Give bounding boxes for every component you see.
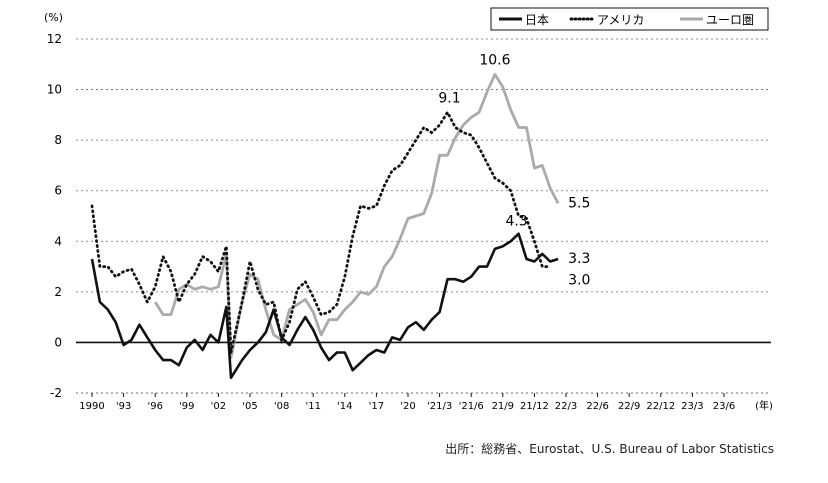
series-line-usa xyxy=(90,109,552,353)
data-label: 5.5 xyxy=(568,195,590,211)
x-tick-label: 22/9 xyxy=(618,401,640,412)
x-tick-label: 22/12 xyxy=(646,401,675,412)
x-axis: 1990 '93 '96 '99 '02 '05 '08 '11 '14 '17 '20 '21/3 '… xyxy=(76,392,773,412)
legend-label-japan: 日本 xyxy=(525,13,549,27)
y-tick-label: 0 xyxy=(54,335,62,349)
x-tick-label: '02 xyxy=(211,401,226,412)
x-tick-label: '96 xyxy=(147,401,162,412)
x-tick-label: '05 xyxy=(242,401,257,412)
data-label: 9.1 xyxy=(438,90,460,106)
data-labels: 10.6 9.1 4.3 5.5 3.3 3.0 xyxy=(438,52,590,288)
legend-box xyxy=(490,7,769,31)
data-label: 3.3 xyxy=(568,251,590,267)
y-tick-label: 8 xyxy=(54,133,62,147)
y-tick-label: -2 xyxy=(50,386,62,400)
x-tick-label: 1990 xyxy=(79,401,104,412)
data-label: 10.6 xyxy=(479,52,510,68)
x-tick-label: '11 xyxy=(305,401,320,412)
y-tick-label: 12 xyxy=(47,32,62,46)
series-line-euro xyxy=(154,73,560,359)
y-tick-label: 10 xyxy=(47,83,62,97)
legend-label-usa: アメリカ xyxy=(597,13,644,27)
x-tick-label: '17 xyxy=(369,401,384,412)
x-tick-label: 21/12 xyxy=(520,401,549,412)
x-tick-label: 22/3 xyxy=(555,401,577,412)
x-tick-label: 21/9 xyxy=(492,401,514,412)
data-label: 4.3 xyxy=(505,214,527,230)
x-unit-label: (年) xyxy=(755,399,773,412)
legend-label-euro: ユーロ圏 xyxy=(706,13,754,27)
y-unit-label: (%) xyxy=(44,11,63,24)
legend: 日本 アメリカ ユーロ圏 xyxy=(490,7,769,31)
x-tick-label: '08 xyxy=(274,401,289,412)
x-tick-label: '93 xyxy=(116,401,131,412)
x-tick-label: 23/3 xyxy=(681,401,703,412)
data-label: 3.0 xyxy=(568,273,590,289)
gridlines xyxy=(76,38,771,394)
y-tick-label: 2 xyxy=(54,285,62,299)
x-tick-label: '21/6 xyxy=(459,401,484,412)
y-tick-label: 4 xyxy=(54,234,62,248)
x-tick-label: 22/6 xyxy=(586,401,608,412)
x-tick-label: '20 xyxy=(400,401,415,412)
series-lines xyxy=(90,73,560,380)
y-axis: -2 0 2 4 6 8 10 12 xyxy=(47,32,62,400)
series-line-japan xyxy=(90,232,559,380)
source-note: 出所：総務省、Eurostat、U.S. Bureau of Labor Sta… xyxy=(445,442,774,456)
y-tick-label: 6 xyxy=(54,184,62,198)
x-tick-label: '99 xyxy=(179,401,194,412)
x-tick-label: '21/3 xyxy=(427,401,452,412)
x-tick-label: 23/6 xyxy=(713,401,735,412)
x-tick-label: '14 xyxy=(337,401,352,412)
